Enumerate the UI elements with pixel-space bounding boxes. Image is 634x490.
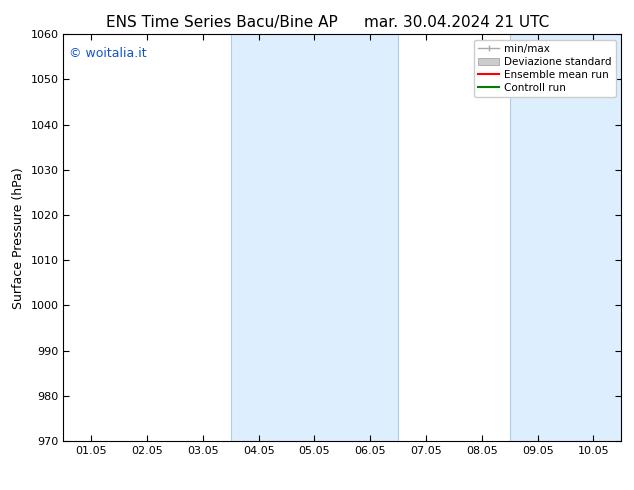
Bar — [510, 34, 621, 441]
Text: ENS Time Series Bacu/Bine AP: ENS Time Series Bacu/Bine AP — [106, 15, 338, 30]
Y-axis label: Surface Pressure (hPa): Surface Pressure (hPa) — [12, 167, 25, 309]
Bar — [231, 34, 398, 441]
Text: mar. 30.04.2024 21 UTC: mar. 30.04.2024 21 UTC — [364, 15, 549, 30]
Legend: min/max, Deviazione standard, Ensemble mean run, Controll run: min/max, Deviazione standard, Ensemble m… — [474, 40, 616, 97]
Text: © woitalia.it: © woitalia.it — [69, 47, 146, 59]
